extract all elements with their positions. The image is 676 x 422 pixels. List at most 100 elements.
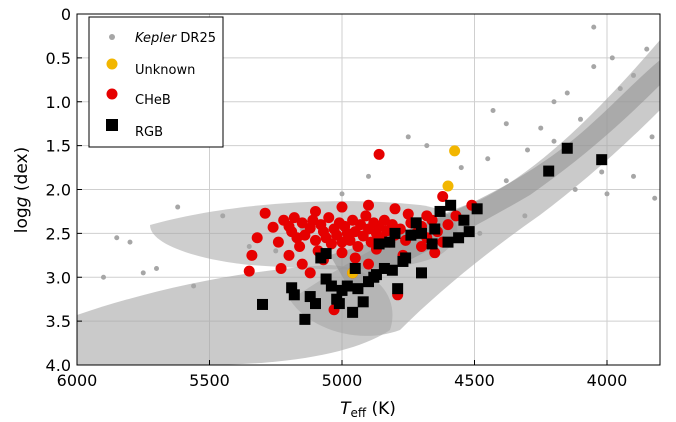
kepler-point	[191, 283, 197, 289]
kepler-point	[101, 274, 106, 280]
kepler-point	[175, 204, 181, 210]
rgb-point	[561, 142, 573, 154]
cheb-point	[363, 199, 374, 211]
y-tick-label: 1.5	[46, 137, 71, 156]
rgb-point	[357, 296, 369, 308]
cheb-point	[352, 241, 364, 253]
rgb-points	[257, 142, 608, 325]
kepler-point	[631, 173, 636, 179]
legend-marker-rgb	[106, 119, 118, 131]
kepler-point	[522, 213, 528, 219]
rgb-point	[397, 255, 409, 267]
kepler-point	[405, 134, 411, 140]
cheb-point	[243, 265, 255, 277]
rgb-point	[352, 283, 364, 295]
kepler-point	[591, 24, 597, 30]
legend-marker-kepler	[109, 34, 115, 40]
rgb-point	[463, 226, 475, 238]
y-tick-label: 4.0	[46, 356, 71, 375]
rgb-point	[596, 154, 608, 166]
cheb-point	[251, 232, 263, 244]
kepler-point	[551, 99, 557, 105]
kepler-point	[220, 213, 226, 219]
y-tick-label: 2.0	[46, 181, 71, 200]
kepler-point	[246, 244, 252, 250]
y-tick-label: 3.5	[46, 312, 71, 331]
cheb-point	[336, 247, 348, 259]
cheb-point	[323, 212, 335, 224]
legend-label-kepler: Kepler DR25	[135, 31, 216, 46]
kepler-point	[572, 187, 578, 192]
kepler-point	[458, 165, 464, 171]
x-tick-label: 5000	[322, 371, 363, 390]
cheb-point	[363, 258, 374, 270]
cheb-point	[296, 258, 308, 270]
x-axis: 6000 5500 5000 4500 4000	[57, 360, 628, 390]
y-axis: 0 0.5 1.0 1.5 2.0 2.5 3.0 3.5 4.0	[46, 5, 82, 375]
rgb-point	[363, 276, 374, 288]
cheb-point	[267, 221, 279, 233]
rgb-point	[453, 232, 465, 244]
cheb-point	[429, 247, 441, 259]
rgb-point	[384, 236, 396, 248]
kepler-point	[477, 230, 483, 236]
rgb-point	[325, 280, 337, 292]
rgb-point	[405, 229, 417, 241]
kepler-point	[599, 169, 605, 175]
y-tick-label: 0.5	[46, 49, 71, 68]
rgb-point	[445, 199, 457, 211]
kepler-point	[564, 90, 570, 96]
kepler-point	[114, 235, 120, 241]
rgb-point	[389, 227, 401, 239]
legend-marker-cheb	[106, 88, 118, 100]
cheb-point	[288, 212, 300, 224]
y-tick-label: 0	[61, 5, 71, 24]
kepler-point	[551, 138, 557, 144]
rgb-point	[386, 264, 398, 276]
kepler-point	[652, 195, 658, 201]
kepler-point	[127, 239, 133, 245]
y-tick-label: 1.0	[46, 93, 71, 112]
rgb-point	[257, 298, 268, 310]
rgb-point	[304, 291, 316, 303]
cheb-point	[246, 249, 258, 261]
x-tick-label: 4500	[454, 371, 495, 390]
legend-label-unknown: Unknown	[135, 63, 195, 78]
cheb-point	[344, 234, 356, 246]
legend-marker-unknown	[106, 58, 118, 70]
cheb-point	[416, 241, 427, 253]
rgb-point	[370, 269, 382, 281]
cheb-point	[442, 219, 454, 231]
rgb-point	[286, 282, 298, 294]
rgb-point	[320, 248, 332, 260]
x-tick-label: 4000	[587, 371, 628, 390]
cheb-point	[296, 217, 308, 229]
rgb-point	[378, 262, 390, 274]
rgb-point	[410, 217, 422, 229]
rgb-point	[442, 236, 454, 248]
kepler-point	[366, 173, 371, 179]
rgb-point	[416, 267, 427, 279]
rgb-point	[310, 298, 321, 310]
kepler-point	[339, 191, 345, 197]
cheb-point	[272, 236, 284, 248]
x-tick-label: 6000	[57, 371, 98, 390]
kepler-point	[140, 270, 146, 276]
rgb-point	[373, 238, 385, 250]
legend-label-cheb: CHeB	[135, 93, 171, 108]
y-tick-label: 2.5	[46, 224, 71, 243]
kepler-point	[273, 248, 279, 254]
cheb-point	[304, 267, 316, 279]
rgb-point	[349, 262, 361, 274]
rgb-point	[320, 273, 332, 285]
rgb-point	[347, 306, 359, 318]
cheb-point	[373, 148, 385, 160]
kepler-point	[578, 116, 583, 122]
rgb-point	[426, 238, 438, 250]
legend-label-rgb: RGB	[135, 125, 163, 140]
cheb-point	[259, 207, 271, 219]
rgb-point	[434, 205, 446, 217]
kepler-point	[604, 191, 610, 197]
rgb-point	[392, 283, 404, 295]
x-axis-title: Teff (K)	[340, 399, 396, 420]
